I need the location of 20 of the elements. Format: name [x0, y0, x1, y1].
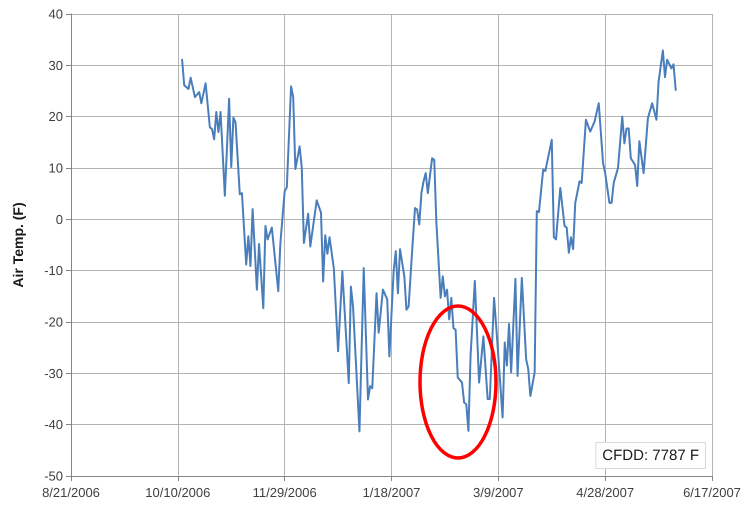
x-tick-label: 1/18/2007 — [362, 485, 420, 500]
y-tick-label: 0 — [56, 212, 63, 227]
x-tick-label: 8/21/2006 — [42, 485, 100, 500]
x-tick-label: 3/9/2007 — [473, 485, 524, 500]
y-tick-label: 20 — [48, 109, 63, 124]
line-series — [181, 49, 677, 432]
x-tick-label: 11/29/2006 — [252, 485, 317, 500]
y-tick-label: -10 — [44, 263, 63, 278]
y-tick-label: -50 — [44, 468, 63, 484]
x-tick-label: 10/10/2006 — [145, 485, 210, 500]
y-tick-label: -40 — [44, 417, 63, 432]
y-tick-label: -20 — [44, 314, 63, 330]
y-axis-title: Air Temp. (F) — [10, 202, 26, 288]
y-tick-label: 30 — [48, 58, 63, 73]
y-tick-label: 40 — [48, 6, 63, 22]
x-tick-label: 4/28/2007 — [576, 485, 634, 500]
x-tick-label: 6/17/2007 — [683, 485, 741, 500]
y-tick-label: 10 — [48, 160, 63, 176]
annotation: CFDD: 7787 F — [602, 447, 700, 464]
y-tick-label: -30 — [44, 366, 63, 381]
